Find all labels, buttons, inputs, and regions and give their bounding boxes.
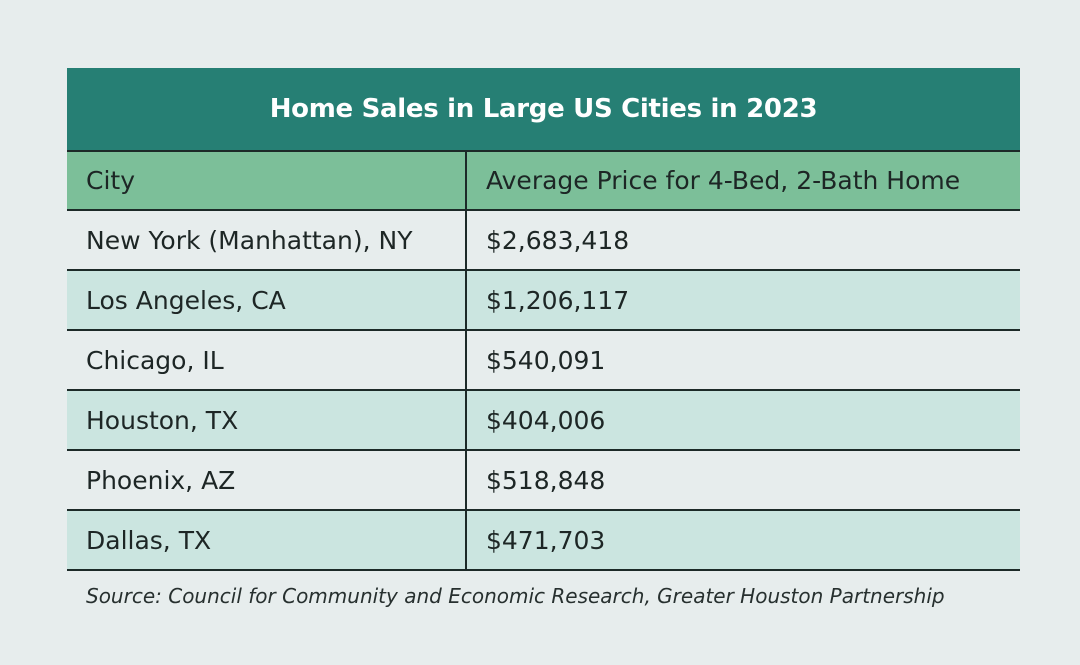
table-row: Houston, TX $404,006 — [67, 390, 1020, 451]
price-cell: $518,848 — [465, 450, 1020, 511]
city-cell: Phoenix, AZ — [67, 450, 466, 511]
price-cell: $2,683,418 — [465, 210, 1020, 271]
city-cell: Dallas, TX — [67, 510, 466, 571]
table-title: Home Sales in Large US Cities in 2023 — [67, 68, 1020, 152]
city-cell: Houston, TX — [67, 390, 466, 451]
source-note: Source: Council for Community and Econom… — [86, 584, 945, 608]
city-cell: New York (Manhattan), NY — [67, 210, 466, 271]
price-cell: $404,006 — [465, 390, 1020, 451]
table-row: Phoenix, AZ $518,848 — [67, 450, 1020, 511]
home-sales-table: City Average Price for 4-Bed, 2-Bath Hom… — [67, 152, 1020, 571]
price-cell: $471,703 — [465, 510, 1020, 571]
data-table-container: Home Sales in Large US Cities in 2023 Ci… — [67, 68, 1020, 571]
table-row: Los Angeles, CA $1,206,117 — [67, 270, 1020, 331]
table-row: New York (Manhattan), NY $2,683,418 — [67, 210, 1020, 271]
city-cell: Los Angeles, CA — [67, 270, 466, 331]
price-cell: $540,091 — [465, 330, 1020, 391]
header-row: City Average Price for 4-Bed, 2-Bath Hom… — [67, 152, 1020, 211]
price-cell: $1,206,117 — [465, 270, 1020, 331]
column-header-average-price: Average Price for 4-Bed, 2-Bath Home — [465, 152, 1020, 211]
table-row: Chicago, IL $540,091 — [67, 330, 1020, 391]
table-row: Dallas, TX $471,703 — [67, 510, 1020, 571]
city-cell: Chicago, IL — [67, 330, 466, 391]
column-header-city: City — [67, 152, 466, 211]
